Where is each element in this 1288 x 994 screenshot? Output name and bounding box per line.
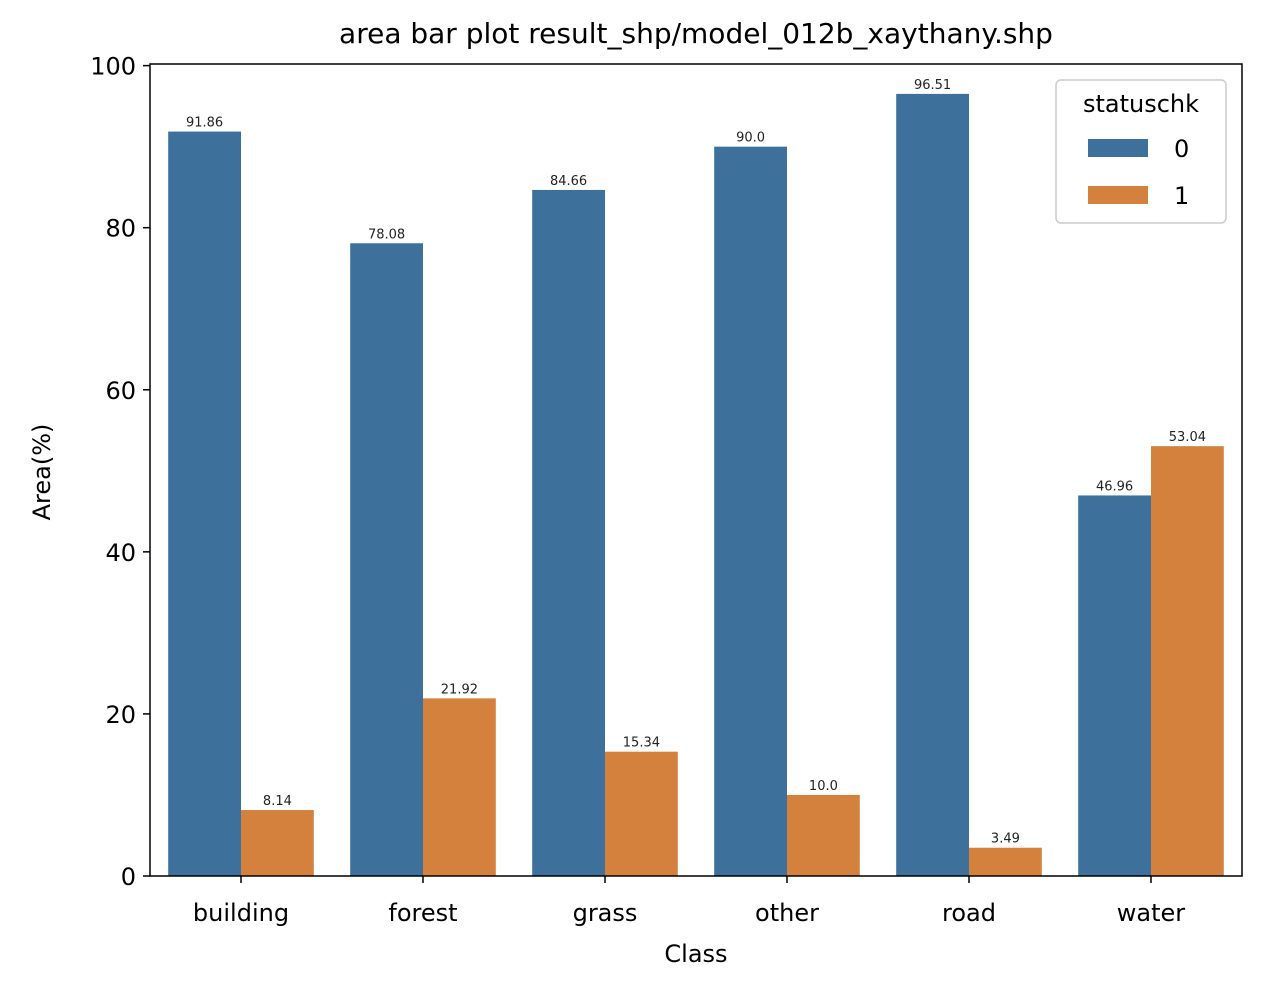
y-tick-label: 60: [105, 377, 136, 405]
bar-value-label: 96.51: [914, 78, 951, 93]
legend-title: statuschk: [1083, 90, 1199, 118]
legend-items: 01: [1088, 135, 1189, 210]
bar-water-series-1: [1151, 446, 1224, 876]
bar-other-series-1: [787, 794, 860, 876]
bar-other-series-0: [714, 146, 787, 876]
x-tick-label-grass: grass: [573, 899, 638, 927]
bar-road-series-1: [969, 847, 1042, 876]
bar-value-label: 78.08: [368, 227, 405, 242]
x-axis-label: Class: [664, 940, 727, 968]
bar-value-label: 84.66: [550, 174, 587, 189]
bar-value-label: 53.04: [1169, 430, 1206, 445]
chart-title: area bar plot result_shp/model_012b_xayt…: [339, 17, 1053, 50]
x-tick-label-road: road: [942, 899, 996, 927]
legend-label-0: 0: [1174, 135, 1189, 163]
y-tick-label: 100: [90, 53, 136, 81]
bar-labels-layer: 91.86 8.14 78.08 21.92 84.66 15.34 90.0 10.0 96.…: [186, 78, 1206, 847]
bar-grass-series-0: [532, 189, 605, 877]
bar-value-label: 10.0: [809, 779, 838, 794]
plot-frame: [149, 63, 1243, 877]
bar-value-label: 15.34: [623, 736, 660, 751]
bar-value-label: 3.49: [991, 832, 1020, 847]
bar-value-label: 91.86: [186, 116, 223, 131]
bar-value-label: 21.92: [441, 682, 478, 697]
ticks-layer: building forest grass other road water 0 20 40 60…: [90, 53, 1185, 927]
bar-value-label: 46.96: [1096, 479, 1133, 494]
legend: statuschk 01: [1055, 79, 1227, 224]
y-tick-label: 0: [121, 863, 136, 891]
y-tick-label: 40: [105, 539, 136, 567]
bar-forest-series-0: [350, 243, 423, 877]
legend-swatch-0: [1088, 139, 1148, 157]
y-tick-label: 20: [105, 701, 136, 729]
x-tick-label-building: building: [193, 899, 289, 927]
bars-layer: [168, 93, 1224, 877]
bar-forest-series-1: [423, 698, 496, 876]
bar-water-series-0: [1078, 495, 1151, 876]
y-tick-label: 80: [105, 215, 136, 243]
legend-label-1: 1: [1174, 182, 1189, 210]
x-tick-label-forest: forest: [388, 899, 457, 927]
bar-value-label: 90.0: [736, 131, 765, 146]
x-tick-label-water: water: [1117, 899, 1186, 927]
y-axis-label: Area(%): [28, 424, 56, 521]
bar-building-series-0: [168, 131, 241, 876]
bar-road-series-0: [896, 93, 969, 876]
bar-grass-series-1: [605, 751, 678, 876]
bar-building-series-1: [241, 810, 314, 876]
legend-swatch-1: [1088, 186, 1148, 204]
bar-value-label: 8.14: [263, 794, 292, 809]
x-tick-label-other: other: [755, 899, 819, 927]
